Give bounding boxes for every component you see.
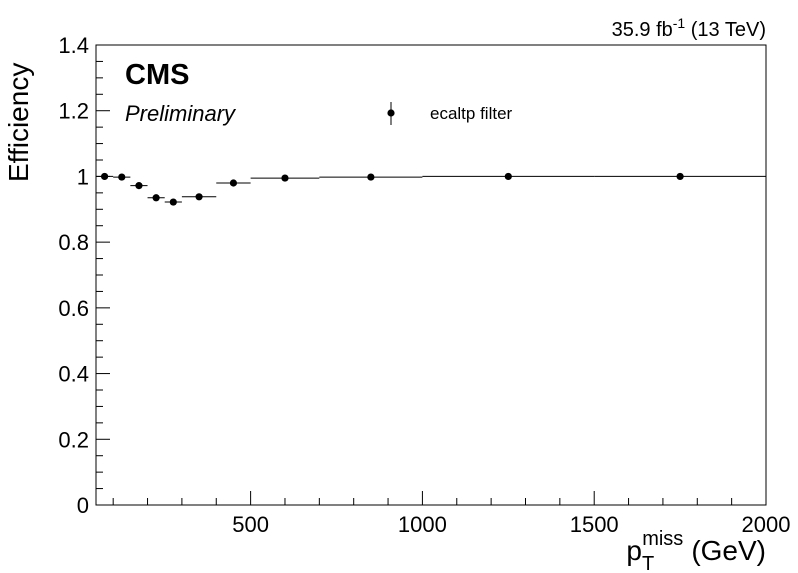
x-tick-label: 500: [232, 512, 269, 537]
energy-label: (13 TeV): [685, 19, 766, 41]
data-marker: [118, 173, 126, 181]
y-tick-label: 0: [77, 493, 89, 518]
data-marker: [281, 174, 289, 182]
data-marker: [100, 172, 109, 181]
data-point: [130, 182, 148, 190]
lumi-value: 35.9 fb: [612, 19, 673, 41]
data-point: [216, 179, 251, 187]
data-point: [164, 198, 182, 206]
data-point: [594, 172, 766, 181]
data-marker: [229, 179, 238, 187]
y-tick-label: 0.6: [58, 296, 89, 321]
data-point: [250, 174, 320, 182]
data-point: [181, 193, 217, 201]
y-tick-label: 0.8: [58, 230, 89, 255]
axis-ticks: [96, 44, 767, 506]
legend: ecaltp filter: [387, 102, 513, 125]
axis-tick-labels: 500 1000 1500 2000 0 0.2 0.4 0.6 0.8 1 1.2 1.4: [58, 33, 790, 537]
data-point: [147, 194, 165, 202]
x-axis-title: pTmiss (GeV): [626, 528, 766, 573]
legend-marker: [387, 109, 395, 117]
x-axis-title-main: p: [626, 535, 642, 566]
cms-label: CMS: [125, 59, 189, 91]
y-tick-label: 0.4: [58, 362, 89, 387]
data-marker: [169, 198, 177, 206]
data-point: [422, 172, 595, 181]
x-tick-label: 1000: [398, 512, 447, 537]
legend-label: ecaltp filter: [430, 104, 513, 123]
preliminary-label: Preliminary: [125, 101, 237, 126]
y-tick-label: 0.2: [58, 427, 89, 452]
data-marker: [676, 172, 684, 181]
data-marker: [504, 172, 512, 181]
x-tick-label: 2000: [742, 512, 791, 537]
lumi-label: 35.9 fb-1 (13 TeV): [612, 15, 766, 41]
data-point: [319, 173, 423, 181]
y-axis-title: Efficiency: [3, 63, 34, 182]
data-points: [96, 172, 766, 206]
y-tick-label: 1.4: [58, 33, 89, 58]
lumi-exponent: -1: [673, 15, 686, 31]
data-marker: [195, 193, 203, 201]
y-tick-label: 1.2: [58, 99, 89, 124]
x-tick-label: 1500: [570, 512, 619, 537]
x-axis-title-sub: T: [642, 553, 654, 573]
data-point: [113, 173, 131, 181]
data-marker: [152, 194, 160, 202]
data-marker: [135, 182, 143, 190]
y-tick-label: 1: [77, 164, 89, 189]
data-marker: [367, 173, 375, 181]
data-point: [96, 172, 114, 181]
x-axis-title-unit: (GeV): [691, 535, 766, 566]
x-axis-title-sup: miss: [642, 528, 683, 550]
